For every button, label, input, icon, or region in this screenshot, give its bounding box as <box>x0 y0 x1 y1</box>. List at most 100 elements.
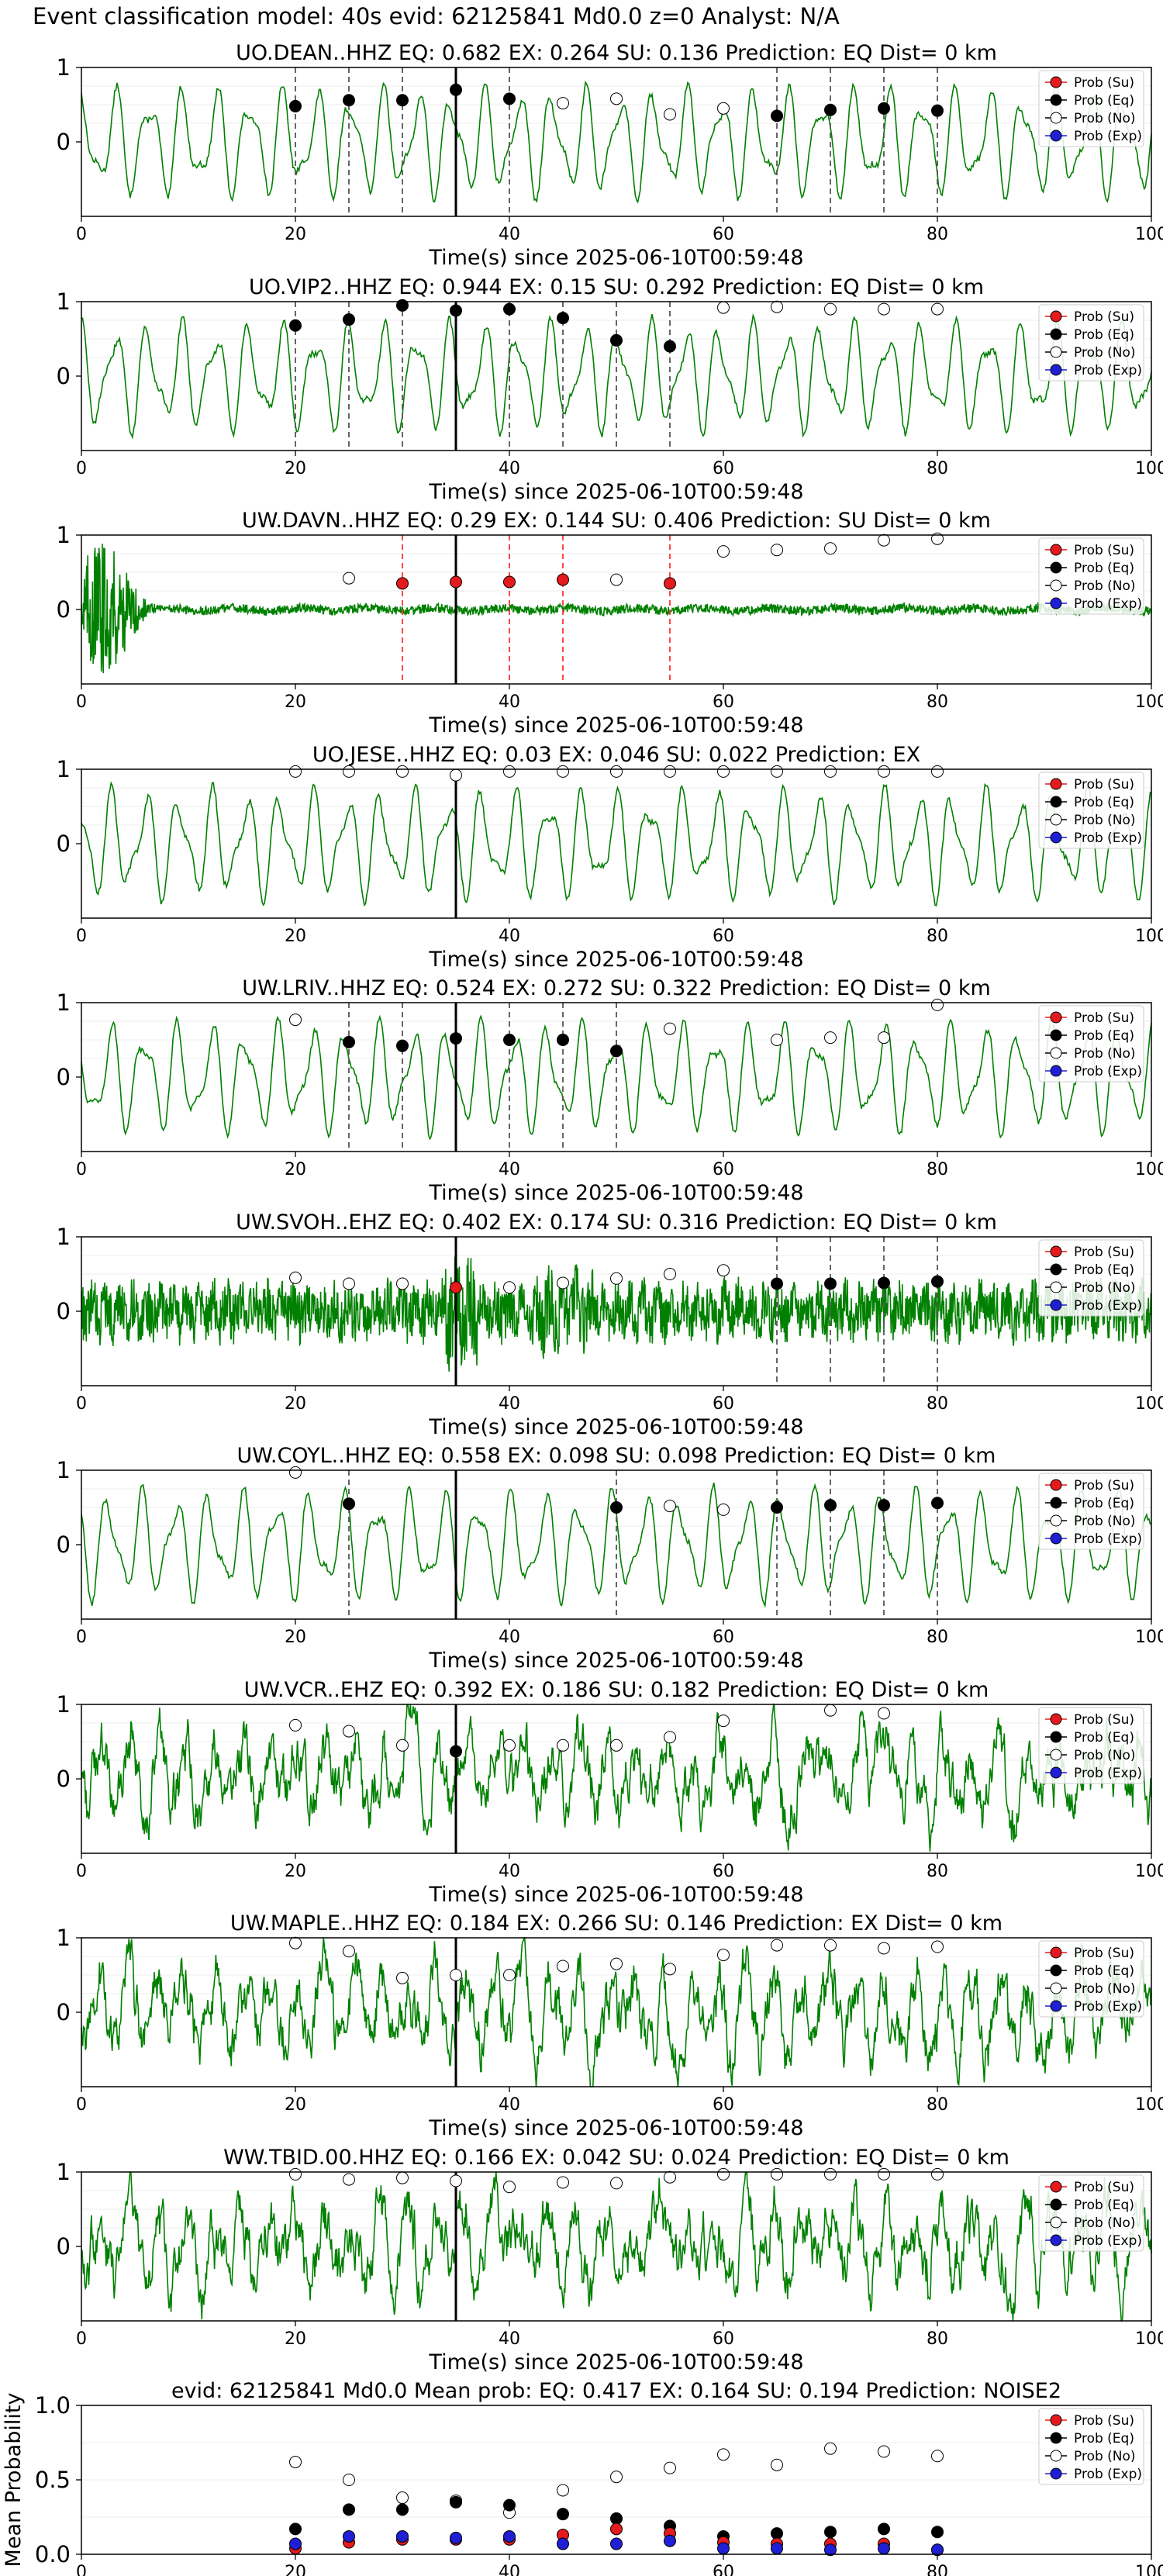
legend-label: Prob (Exp) <box>1074 1999 1142 2015</box>
x-tick-label: 40 <box>499 1628 520 1647</box>
legend-label: Prob (Exp) <box>1074 1064 1142 1079</box>
y-tick-label: 1.0 <box>35 2392 71 2419</box>
x-tick-label: 80 <box>927 1394 948 1414</box>
prob-no-marker <box>503 1280 516 1293</box>
y-tick-label: 0 <box>57 2233 71 2260</box>
legend-marker <box>1050 2414 1062 2426</box>
prob-eq-marker <box>396 94 409 107</box>
x-tick-label: 0 <box>76 1160 87 1179</box>
x-tick-label: 60 <box>713 692 734 712</box>
legend-label: Prob (Exp) <box>1074 830 1142 846</box>
prob-no-marker <box>771 1939 783 1952</box>
x-tick-label: 100 <box>1135 225 1163 244</box>
x-tick-label: 40 <box>499 2329 520 2349</box>
prob-no-marker <box>343 1276 355 1290</box>
prob-no-marker <box>717 545 730 558</box>
prob-no-marker <box>557 1739 569 1752</box>
x-axis-label: Time(s) since 2025-06-10T00:59:48 <box>428 480 803 504</box>
legend-marker <box>1050 2450 1062 2462</box>
legend-marker <box>1050 813 1062 825</box>
prob-eq-marker <box>450 1032 462 1045</box>
panel-title: UW.VCR..EHZ EQ: 0.392 EX: 0.186 SU: 0.18… <box>244 1678 989 1702</box>
x-tick-label: 0 <box>76 2329 87 2349</box>
y-tick-label: 0 <box>57 1064 71 1090</box>
prob-eq-marker <box>450 83 462 96</box>
prob-no-marker <box>878 765 890 778</box>
panel-title: UW.LRIV..HHZ EQ: 0.524 EX: 0.272 SU: 0.3… <box>242 976 991 1000</box>
legend-label: Prob (Su) <box>1074 1946 1134 1961</box>
prob-no-marker <box>771 300 783 313</box>
y-tick-label: 1 <box>57 756 71 782</box>
legend-label: Prob (No) <box>1074 1981 1136 1997</box>
legend-marker <box>1050 112 1062 124</box>
x-tick-label: 40 <box>499 2563 520 2576</box>
prob-su-marker <box>664 577 676 590</box>
panel-title: UW.SVOH..EHZ EQ: 0.402 EX: 0.174 SU: 0.3… <box>236 1210 997 1234</box>
y-tick-label: 0 <box>57 1298 71 1324</box>
prob-exp-marker <box>717 2542 730 2555</box>
x-tick-label: 80 <box>927 927 948 946</box>
prob-no-marker <box>931 1940 944 1953</box>
prob-no-marker <box>557 2484 569 2497</box>
legend-marker <box>1050 1281 1062 1293</box>
panel-title: UO.JESE..HHZ EQ: 0.03 EX: 0.046 SU: 0.02… <box>312 743 920 767</box>
legend-marker <box>1050 346 1062 357</box>
y-tick-label: 1 <box>57 989 71 1016</box>
x-tick-label: 20 <box>285 1862 306 1881</box>
x-tick-label: 60 <box>713 1394 734 1414</box>
prob-no-marker <box>664 1022 676 1035</box>
legend-marker <box>1050 1479 1062 1491</box>
panel-title: UW.DAVN..HHZ EQ: 0.29 EX: 0.144 SU: 0.40… <box>242 509 991 533</box>
prob-no-marker <box>610 765 623 778</box>
prob-no-marker <box>824 302 837 316</box>
x-tick-label: 40 <box>499 1394 520 1414</box>
legend-label: Prob (Su) <box>1074 2413 1134 2429</box>
prob-no-marker <box>878 1707 890 1720</box>
prob-no-marker <box>717 2167 730 2181</box>
legend-box <box>1038 2408 1144 2485</box>
x-axis-label: Time(s) since 2025-06-10T00:59:48 <box>428 1649 803 1673</box>
x-tick-label: 100 <box>1135 1862 1163 1881</box>
prob-no-marker <box>396 1971 409 1984</box>
x-tick-label: 40 <box>499 459 520 478</box>
legend-label: Prob (Eq) <box>1074 2431 1134 2447</box>
prob-no-marker <box>931 532 944 545</box>
prob-no-marker <box>289 1718 302 1732</box>
prob-eq-marker <box>931 104 944 117</box>
prob-eq-marker <box>664 340 676 353</box>
panel-title: UO.VIP2..HHZ EQ: 0.944 EX: 0.15 SU: 0.29… <box>249 275 984 299</box>
prob-no-marker <box>289 1271 302 1284</box>
legend-marker <box>1050 1514 1062 1527</box>
waveform-trace <box>81 1702 1152 1852</box>
legend-label: Prob (Eq) <box>1074 795 1134 810</box>
prob-no-marker <box>878 302 890 316</box>
prob-eq-marker <box>289 99 302 112</box>
station-panel-uw-davn--hhz: UW.DAVN..HHZ EQ: 0.29 EX: 0.144 SU: 0.40… <box>57 509 1163 737</box>
x-tick-label: 80 <box>927 2563 948 2576</box>
prob-su-marker <box>396 577 409 590</box>
legend-marker <box>1050 1532 1062 1545</box>
prob-no-marker <box>396 1276 409 1290</box>
x-tick-label: 80 <box>927 2329 948 2349</box>
prob-eq-marker <box>610 1045 623 1058</box>
station-panel-uw-maple--hhz: UW.MAPLE..HHZ EQ: 0.184 EX: 0.266 SU: 0.… <box>57 1911 1163 2140</box>
x-tick-label: 80 <box>927 1862 948 1881</box>
legend-marker <box>1050 328 1062 340</box>
legend-box <box>1038 1707 1144 1784</box>
legend-marker <box>1050 561 1062 574</box>
x-tick-label: 60 <box>713 459 734 478</box>
x-tick-label: 20 <box>285 459 306 478</box>
waveform-trace <box>81 1256 1152 1372</box>
legend-marker <box>1050 1263 1062 1275</box>
legend-marker <box>1050 2467 1062 2480</box>
prob-exp-marker <box>824 2543 837 2557</box>
prob-no-marker <box>450 2174 462 2188</box>
legend-marker <box>1050 2198 1062 2210</box>
panel-title: UW.COYL..HHZ EQ: 0.558 EX: 0.098 SU: 0.0… <box>237 1444 996 1468</box>
legend-marker <box>1050 796 1062 807</box>
legend-box <box>1038 304 1144 381</box>
prob-eq-marker <box>503 302 516 316</box>
x-tick-label: 0 <box>76 692 87 712</box>
prob-no-marker <box>931 302 944 316</box>
x-tick-label: 40 <box>499 2095 520 2115</box>
